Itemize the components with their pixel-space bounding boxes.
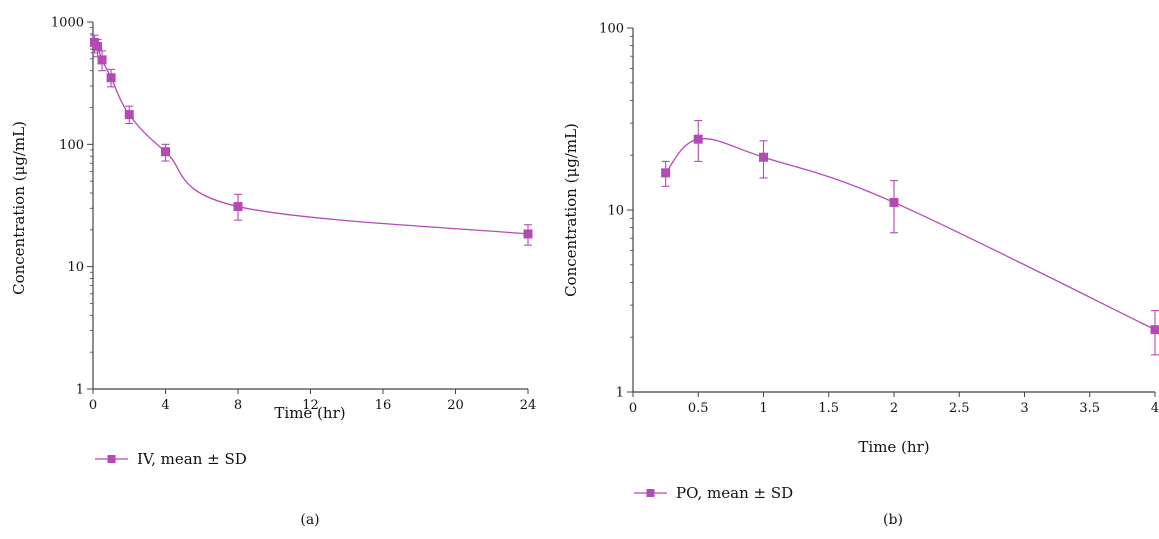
data-point-marker <box>889 197 899 207</box>
data-point-marker <box>233 202 243 212</box>
data-point-marker <box>97 55 107 65</box>
x-tick-label: 0 <box>629 401 637 416</box>
x-tick-label: 8 <box>234 398 242 413</box>
y-tick-label: 10 <box>67 260 84 275</box>
data-point-marker <box>161 147 170 157</box>
panel-label-b: (b) <box>883 512 903 528</box>
panel-label-a: (a) <box>300 512 319 528</box>
y-tick-label: 100 <box>59 138 84 153</box>
x-tick-label: 16 <box>375 398 392 413</box>
data-point-marker <box>661 168 671 178</box>
data-point-marker <box>124 110 134 120</box>
legend-b: PO, mean ± SD <box>634 484 793 502</box>
series-line-path <box>665 138 1156 331</box>
legend-label-b: PO, mean ± SD <box>676 484 793 502</box>
x-ticks-b: 0 0.5 1 1.5 2 2.5 3 3.5 4 <box>629 392 1159 416</box>
data-point-marker <box>93 42 103 52</box>
y-tick-label: 1000 <box>51 16 84 31</box>
y-tick-label: 1 <box>76 383 84 398</box>
x-tick-label: 3 <box>1020 401 1028 416</box>
series-line-a <box>93 42 529 235</box>
x-tick-label: 4 <box>1151 401 1159 416</box>
data-point-marker <box>693 134 703 144</box>
x-tick-label: 2 <box>890 401 898 416</box>
y-ticks-b: 1 10 100 <box>599 22 633 401</box>
x-tick-label: 0 <box>89 398 97 413</box>
series-line-path <box>93 42 529 235</box>
x-tick-label: 1 <box>759 401 767 416</box>
y-ticks-a: 1 10 100 1000 <box>51 16 93 398</box>
x-axis-label-b: Time (hr) <box>858 438 929 456</box>
x-tick-label: 4 <box>161 398 169 413</box>
x-tick-label: 2.5 <box>949 401 970 416</box>
x-tick-label: 3.5 <box>1079 401 1100 416</box>
chart-panel-a: 0 4 8 12 16 20 24 1 10 100 1000 Time (hr) Concent… <box>10 16 536 529</box>
legend-label-a: IV, mean ± SD <box>137 450 247 468</box>
x-tick-label: 1.5 <box>818 401 839 416</box>
data-point-marker <box>759 152 768 162</box>
legend-marker-b <box>646 489 655 497</box>
data-point-marker <box>106 73 116 83</box>
x-tick-label: 0.5 <box>688 401 709 416</box>
y-axis-label-a: Concentration (μg/mL) <box>10 121 28 295</box>
y-axis-label-b: Concentration (μg/mL) <box>562 123 580 297</box>
y-tick-label: 100 <box>599 22 624 37</box>
data-point-marker <box>523 229 533 239</box>
x-tick-label: 24 <box>520 398 537 413</box>
x-tick-label: 12 <box>302 398 319 413</box>
x-ticks-a: 0 4 8 12 16 20 24 <box>89 389 536 413</box>
x-axis-label-a: Time (hr) <box>274 404 345 422</box>
error-bars-b <box>661 120 1159 356</box>
axes-a <box>92 22 528 390</box>
markers-a <box>90 37 533 239</box>
y-tick-label: 10 <box>607 204 624 219</box>
series-line-b <box>665 138 1156 331</box>
legend-a: IV, mean ± SD <box>95 450 247 468</box>
chart-panel-b: 0 0.5 1 1.5 2 2.5 3 3.5 4 1 10 100 Time (hr) Conce… <box>562 22 1159 528</box>
data-point-marker <box>1150 325 1159 335</box>
error-bars-a <box>90 34 532 246</box>
x-tick-label: 20 <box>447 398 464 413</box>
legend-marker-a <box>107 455 116 463</box>
markers-b <box>661 134 1159 335</box>
y-tick-label: 1 <box>616 386 624 401</box>
